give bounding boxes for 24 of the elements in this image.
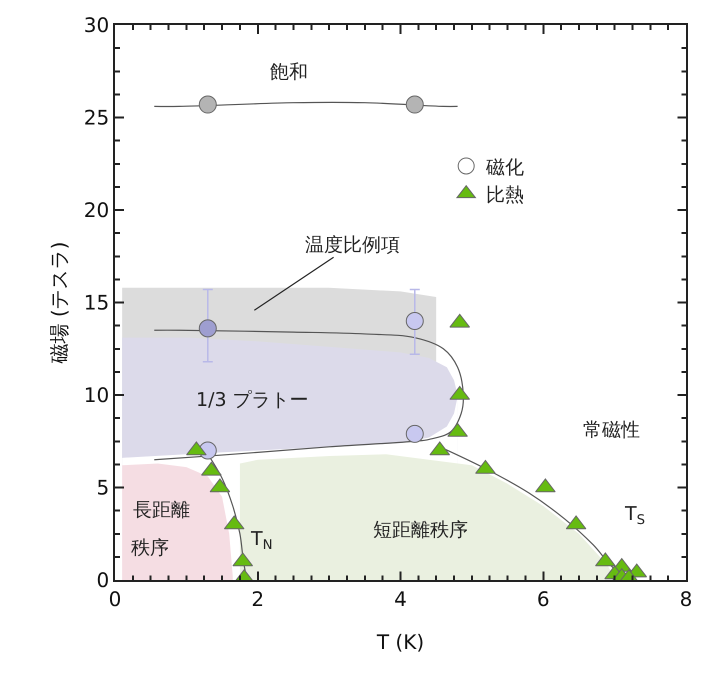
- annotation: 常磁性: [583, 419, 640, 441]
- annotation: 秩序: [131, 537, 169, 559]
- annotation: 飽和: [270, 61, 308, 83]
- annotation: 長距離: [133, 499, 190, 521]
- y-axis-title: 磁場 (テスラ): [46, 242, 71, 364]
- x-axis-title: T (K): [376, 630, 424, 654]
- y-tick-label: 20: [84, 198, 110, 222]
- y-tick-label: 15: [84, 290, 110, 314]
- annotation: 1/3 プラトー: [196, 389, 309, 411]
- x-tick-label: 6: [536, 586, 550, 611]
- annotation: 短距離秩序: [373, 519, 468, 541]
- x-tick-label: 8: [680, 586, 692, 611]
- y-tick-label: 25: [84, 106, 110, 130]
- y-tick-label: 5: [96, 476, 110, 500]
- y-tick-label: 30: [84, 13, 110, 37]
- x-tick-label: 2: [251, 586, 264, 611]
- annotation: 温度比例項: [305, 234, 400, 256]
- legend-label: 磁化: [485, 156, 524, 178]
- annotation: T$_{S}$: [624, 503, 646, 528]
- x-tick-label: 4: [394, 586, 407, 611]
- y-tick-label: 0: [96, 568, 110, 592]
- annotation: T$_{N}$: [250, 528, 273, 553]
- legend-label: 比熱: [486, 184, 524, 206]
- y-tick-label: 10: [84, 383, 110, 407]
